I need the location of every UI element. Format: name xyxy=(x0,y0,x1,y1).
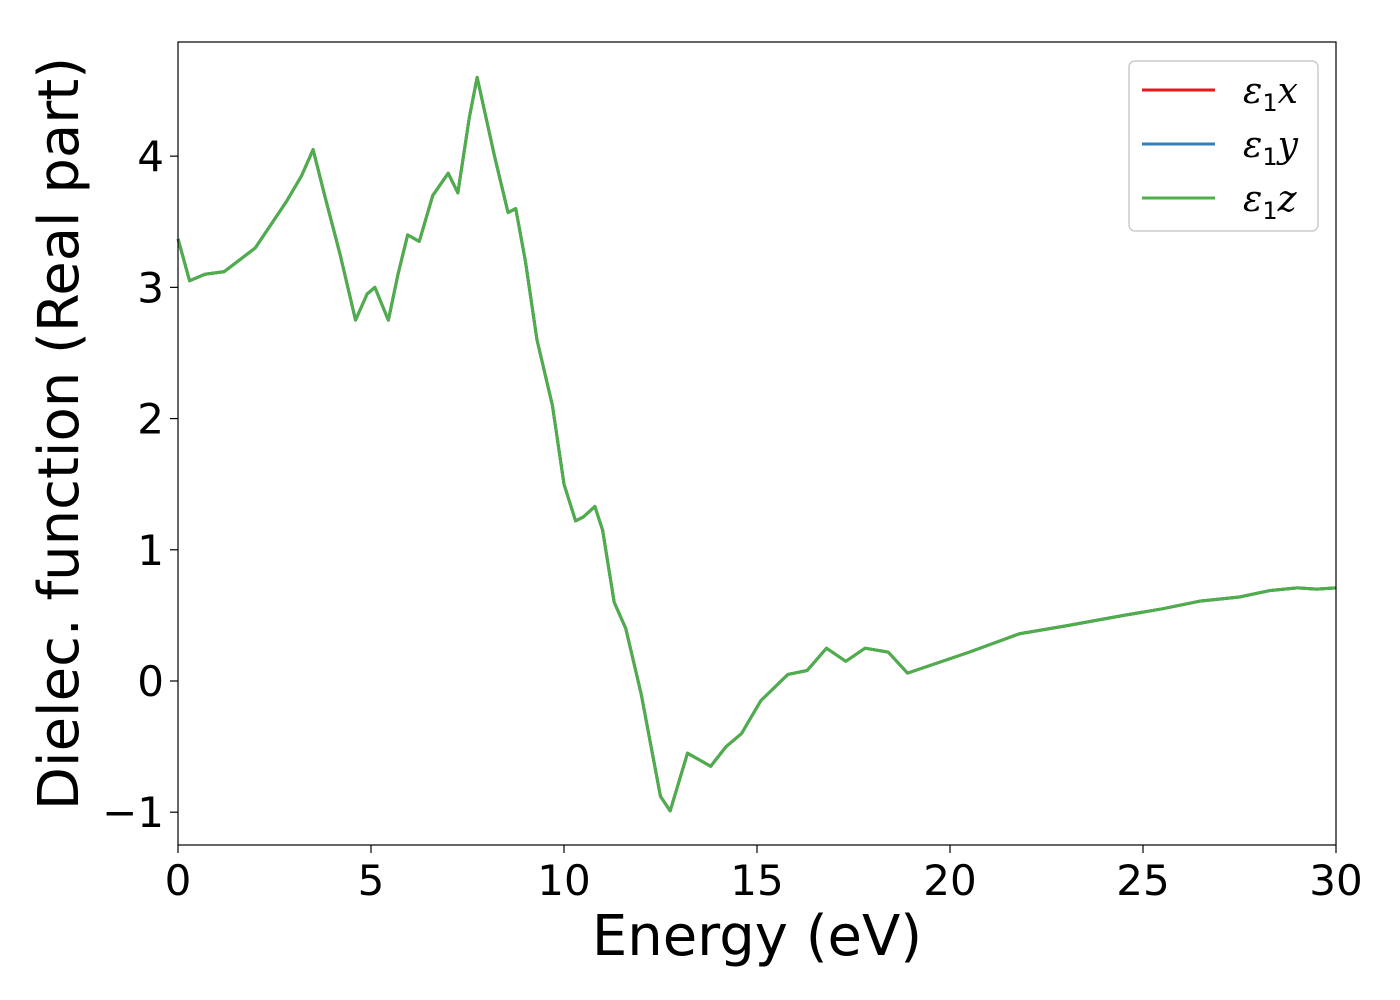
y-tick-label: 0 xyxy=(137,657,164,706)
x-tick-label: 30 xyxy=(1309,856,1362,905)
legend-label-1: ε1y xyxy=(1243,125,1299,171)
y-tick-label: 1 xyxy=(137,526,164,575)
legend: ε1x ε1y ε1z xyxy=(1128,60,1319,232)
legend-label-0: ε1x xyxy=(1243,71,1298,117)
x-tick-label: 5 xyxy=(358,856,385,905)
x-axis-label: Energy (eV) xyxy=(592,904,922,969)
legend-label-2: ε1z xyxy=(1243,179,1298,225)
series-layer xyxy=(176,75,1337,813)
y-tick-label: 3 xyxy=(137,263,164,312)
y-axis-ticks: −1 0 1 2 3 4 xyxy=(102,132,178,837)
y-tick-label: 4 xyxy=(137,132,164,181)
legend-frame xyxy=(1128,60,1319,232)
x-axis-ticks: 0 5 10 15 20 25 30 xyxy=(165,845,1363,905)
x-tick-label: 10 xyxy=(537,856,590,905)
y-tick-label: 2 xyxy=(137,395,164,444)
x-tick-label: 20 xyxy=(923,856,976,905)
x-tick-label: 15 xyxy=(730,856,783,905)
series-line-2 xyxy=(176,75,1337,813)
x-tick-label: 0 xyxy=(165,856,192,905)
y-axis-label: Dielec. function (Real part) xyxy=(27,57,92,810)
x-tick-label: 25 xyxy=(1116,856,1169,905)
y-tick-label: −1 xyxy=(102,788,164,837)
